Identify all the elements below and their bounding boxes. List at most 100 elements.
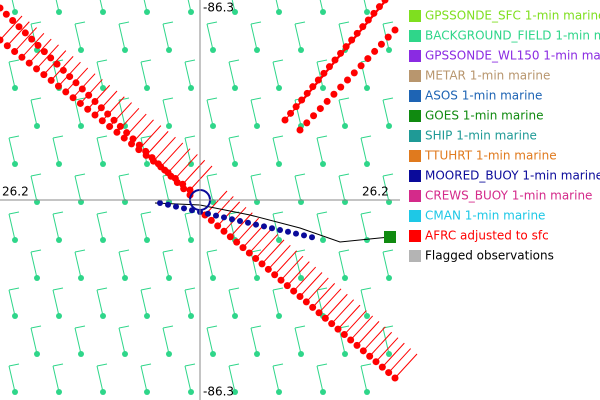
wind-barb bbox=[184, 289, 192, 317]
wind-barb bbox=[99, 0, 104, 13]
station-dot bbox=[320, 85, 326, 91]
wind-barb-flag bbox=[228, 287, 240, 291]
afrc-dot bbox=[283, 282, 291, 290]
station-dot bbox=[210, 351, 216, 357]
wind-barb-flag bbox=[52, 287, 64, 291]
buoy-dot bbox=[165, 201, 171, 208]
afrc-dot bbox=[372, 358, 380, 366]
wind-barb-flag bbox=[140, 211, 152, 215]
wind-barb bbox=[360, 365, 368, 393]
wind-barb bbox=[11, 0, 16, 13]
wind-barb bbox=[94, 90, 118, 116]
legend-label: Flagged observations bbox=[425, 249, 554, 263]
wind-barb-flag bbox=[30, 325, 42, 329]
buoy-dot bbox=[173, 203, 179, 210]
wind-barb bbox=[14, 27, 37, 52]
afrc-dot bbox=[310, 112, 318, 120]
afrc-dot bbox=[330, 90, 338, 98]
wind-barb-flag bbox=[228, 135, 240, 139]
afrc-dot bbox=[34, 41, 42, 49]
station-dot bbox=[34, 275, 40, 281]
station-dot bbox=[210, 123, 216, 129]
station-dot bbox=[320, 9, 326, 15]
station-dot bbox=[254, 47, 260, 53]
station-dot bbox=[144, 85, 150, 91]
station-dot bbox=[276, 85, 282, 91]
station-dot bbox=[364, 389, 370, 395]
wind-barb bbox=[140, 289, 148, 317]
afrc-dot bbox=[281, 116, 289, 124]
legend-swatch bbox=[409, 110, 421, 122]
legend-swatch bbox=[409, 250, 421, 262]
wind-barb bbox=[255, 234, 279, 259]
wind-barb-flag bbox=[206, 325, 218, 329]
afrc-dot bbox=[264, 265, 272, 273]
afrc-dot bbox=[18, 53, 26, 61]
wind-barb bbox=[96, 365, 104, 393]
wind-barb bbox=[145, 131, 169, 156]
wind-barb bbox=[206, 23, 214, 51]
wind-barb bbox=[140, 61, 148, 89]
wind-barb-flag bbox=[74, 97, 86, 101]
station-dot bbox=[254, 351, 260, 357]
station-dot bbox=[232, 313, 238, 319]
station-dot bbox=[12, 237, 18, 243]
wind-barb bbox=[394, 353, 418, 379]
wind-barb bbox=[8, 289, 16, 317]
wind-barb bbox=[131, 119, 154, 145]
wind-barb bbox=[74, 175, 82, 203]
wind-barb bbox=[388, 348, 412, 373]
wind-barb bbox=[350, 315, 374, 341]
station-dot bbox=[144, 389, 150, 395]
wind-barb-flag bbox=[382, 173, 394, 177]
afrc-dot bbox=[302, 298, 310, 306]
wind-barb bbox=[280, 255, 304, 281]
wind-barb bbox=[338, 175, 346, 203]
afrc-dot bbox=[3, 42, 11, 50]
wind-barb-flag bbox=[118, 21, 130, 25]
afrc-dot bbox=[309, 303, 317, 311]
wind-barb-flag bbox=[96, 287, 108, 291]
wind-barb bbox=[184, 213, 192, 241]
legend-swatch bbox=[409, 130, 421, 142]
wind-barb-flag bbox=[184, 59, 196, 63]
afrc-dot bbox=[334, 325, 342, 333]
legend-swatch bbox=[409, 30, 421, 42]
wind-barb bbox=[52, 137, 60, 165]
wind-barb bbox=[74, 251, 82, 279]
legend-swatch bbox=[409, 150, 421, 162]
afrc-dot bbox=[296, 126, 304, 134]
wind-barb bbox=[272, 137, 280, 165]
station-dot bbox=[188, 389, 194, 395]
afrc-dot bbox=[371, 47, 379, 55]
station-dot bbox=[144, 237, 150, 243]
afrc-dot bbox=[290, 287, 298, 295]
afrc-dot bbox=[142, 151, 150, 159]
wind-barb bbox=[284, 95, 308, 121]
afrc-dot bbox=[28, 35, 36, 43]
wind-barb bbox=[343, 310, 367, 335]
station-dot bbox=[188, 85, 194, 91]
buoy-dot bbox=[269, 225, 275, 232]
wind-barb bbox=[316, 365, 324, 393]
station-dot bbox=[166, 47, 172, 53]
station-dot bbox=[364, 237, 370, 243]
wind-barb bbox=[52, 213, 60, 241]
wind-barb-flag bbox=[140, 287, 152, 291]
wind-barb-flag bbox=[228, 363, 240, 367]
wind-barb bbox=[206, 327, 214, 355]
legend-label: GPSSONDE_SFC 1-min marine bbox=[425, 9, 600, 23]
wind-barb bbox=[294, 175, 302, 203]
afrc-dot bbox=[62, 88, 70, 96]
wind-barb bbox=[360, 289, 368, 317]
station-dot bbox=[34, 123, 40, 129]
wind-barb-flag bbox=[74, 21, 86, 25]
afrc-dot bbox=[377, 40, 385, 48]
station-dot bbox=[56, 237, 62, 243]
afrc-dot bbox=[364, 55, 372, 63]
wind-barb bbox=[28, 38, 52, 64]
afrc-dot bbox=[357, 62, 365, 70]
wind-barb bbox=[8, 365, 16, 393]
afrc-dot bbox=[0, 4, 4, 12]
afrc-dot bbox=[9, 16, 17, 24]
